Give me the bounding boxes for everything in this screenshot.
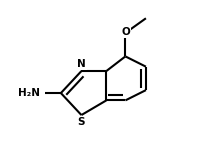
Text: H₂N: H₂N xyxy=(18,88,40,98)
Text: O: O xyxy=(121,27,130,37)
Text: S: S xyxy=(78,117,85,127)
Text: N: N xyxy=(77,59,86,69)
